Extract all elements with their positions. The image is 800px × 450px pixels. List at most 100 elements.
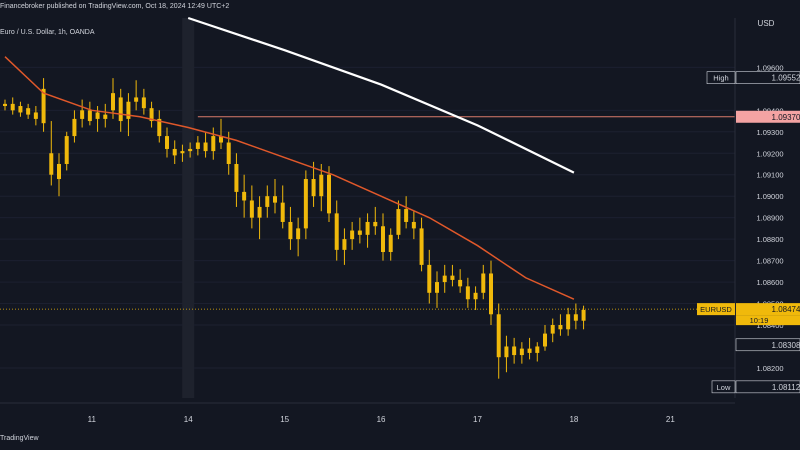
candle-body-9 xyxy=(72,118,77,137)
candle-body-54 xyxy=(419,228,424,265)
time-tick-14: 14 xyxy=(184,415,193,424)
candle-body-8 xyxy=(64,136,69,164)
candle-body-59 xyxy=(458,279,463,287)
price-tag-label-bg-0 xyxy=(706,71,736,84)
candle-body-57 xyxy=(442,275,447,283)
symbol-legend: Euro / U.S. Dollar, 1h, OANDA xyxy=(0,29,95,36)
price-tick-6: 1.08900 xyxy=(756,214,783,223)
candle-body-51 xyxy=(396,209,401,235)
candle-body-29 xyxy=(226,142,231,164)
moving-averages xyxy=(4,16,575,300)
candle-body-36 xyxy=(280,202,285,222)
candle-body-1 xyxy=(10,103,15,111)
price-tick-4: 1.09100 xyxy=(756,171,783,180)
countdown-bg xyxy=(736,315,800,326)
tradingview-brand: TradingView xyxy=(0,435,39,442)
candle-body-61 xyxy=(473,292,478,300)
candle-body-11 xyxy=(87,110,92,122)
price-tick-9: 1.08600 xyxy=(756,278,783,287)
candle-body-68 xyxy=(527,348,532,353)
candle-body-16 xyxy=(126,101,131,119)
time-tick-21: 21 xyxy=(666,415,675,424)
price-tick-8: 1.08700 xyxy=(756,257,783,266)
candle-body-70 xyxy=(543,333,547,347)
session-breaks xyxy=(182,18,195,398)
time-tick-18: 18 xyxy=(569,415,578,424)
footer: TradingView xyxy=(0,430,800,450)
candle-body-21 xyxy=(165,136,169,149)
candle-body-34 xyxy=(265,196,270,207)
price-tag-value-4: 1.08112 xyxy=(772,383,800,392)
candle-body-19 xyxy=(149,108,154,122)
candle-body-35 xyxy=(273,196,277,203)
grid xyxy=(0,66,735,369)
price-tick-11: 1.08400 xyxy=(756,321,783,330)
top-bar: Financebroker published on TradingView.c… xyxy=(0,0,800,17)
price-tag-label-bg-2 xyxy=(697,303,735,316)
price-tick-5: 1.09000 xyxy=(756,192,783,201)
candle-body-2 xyxy=(18,106,23,113)
candle-body-63 xyxy=(489,273,493,315)
candle-body-39 xyxy=(303,179,308,229)
candle-body-62 xyxy=(481,273,486,293)
candle-body-65 xyxy=(504,346,509,358)
price-tag-bg-0 xyxy=(735,71,800,84)
price-tag-value-0: 1.09552 xyxy=(772,74,800,83)
candle-body-72 xyxy=(558,325,563,330)
candle-body-56 xyxy=(435,282,439,293)
candle-body-38 xyxy=(296,228,301,240)
price-labels: 1.09552High1.093701.08474EURUSD10:191.08… xyxy=(697,71,800,394)
time-tick-17: 17 xyxy=(473,415,482,424)
price-tick-0: 1.09600 xyxy=(756,63,783,72)
candle-body-14 xyxy=(111,93,115,111)
price-tag-bg-1 xyxy=(736,110,800,123)
candle-body-30 xyxy=(234,163,239,192)
price-tick-7: 1.08800 xyxy=(756,235,783,244)
candle-body-52 xyxy=(404,209,409,222)
candle-body-64 xyxy=(496,314,501,358)
session-break-band xyxy=(182,18,195,398)
candle-body-50 xyxy=(388,234,393,253)
candle-body-47 xyxy=(365,221,370,235)
candle-body-4 xyxy=(33,112,38,119)
candle-body-17 xyxy=(134,97,139,102)
candle-body-32 xyxy=(249,200,254,218)
ma-slow-line xyxy=(187,16,575,174)
candle-body-13 xyxy=(103,114,108,119)
ma-fast-line xyxy=(4,56,575,300)
candle-body-42 xyxy=(327,174,331,214)
candle-body-24 xyxy=(188,148,193,152)
candle-body-31 xyxy=(242,191,247,201)
candle-body-6 xyxy=(49,153,54,175)
candle-body-15 xyxy=(118,97,123,122)
candle-body-69 xyxy=(535,346,540,353)
price-tag-label-0: High xyxy=(713,74,728,83)
candle-body-45 xyxy=(350,230,355,240)
candle-body-7 xyxy=(57,163,61,180)
price-tick-2: 1.09300 xyxy=(756,128,783,137)
candles xyxy=(3,78,586,379)
candle-body-55 xyxy=(427,264,432,293)
candle-body-25 xyxy=(195,142,200,149)
candle-body-28 xyxy=(219,136,223,143)
candle-body-74 xyxy=(573,314,578,321)
candle-body-0 xyxy=(3,103,7,107)
candle-body-22 xyxy=(172,148,177,156)
price-tag-value-3: 1.08308 xyxy=(772,341,800,350)
candle-body-49 xyxy=(381,226,385,253)
candle-body-43 xyxy=(334,213,339,250)
price-tag-bg-4 xyxy=(735,380,800,394)
time-tick-11: 11 xyxy=(88,415,97,424)
currency-label: USD xyxy=(758,19,775,28)
price-tag-label-4: Low xyxy=(717,383,731,392)
price-tag-value-1: 1.09370 xyxy=(772,113,800,122)
candle-body-12 xyxy=(95,112,100,119)
candle-body-37 xyxy=(288,221,293,240)
countdown-text: 10:19 xyxy=(750,316,769,325)
candle-body-53 xyxy=(411,221,416,229)
candle-body-46 xyxy=(357,230,362,235)
price-tick-3: 1.09200 xyxy=(756,149,783,158)
candle-body-20 xyxy=(157,118,162,137)
